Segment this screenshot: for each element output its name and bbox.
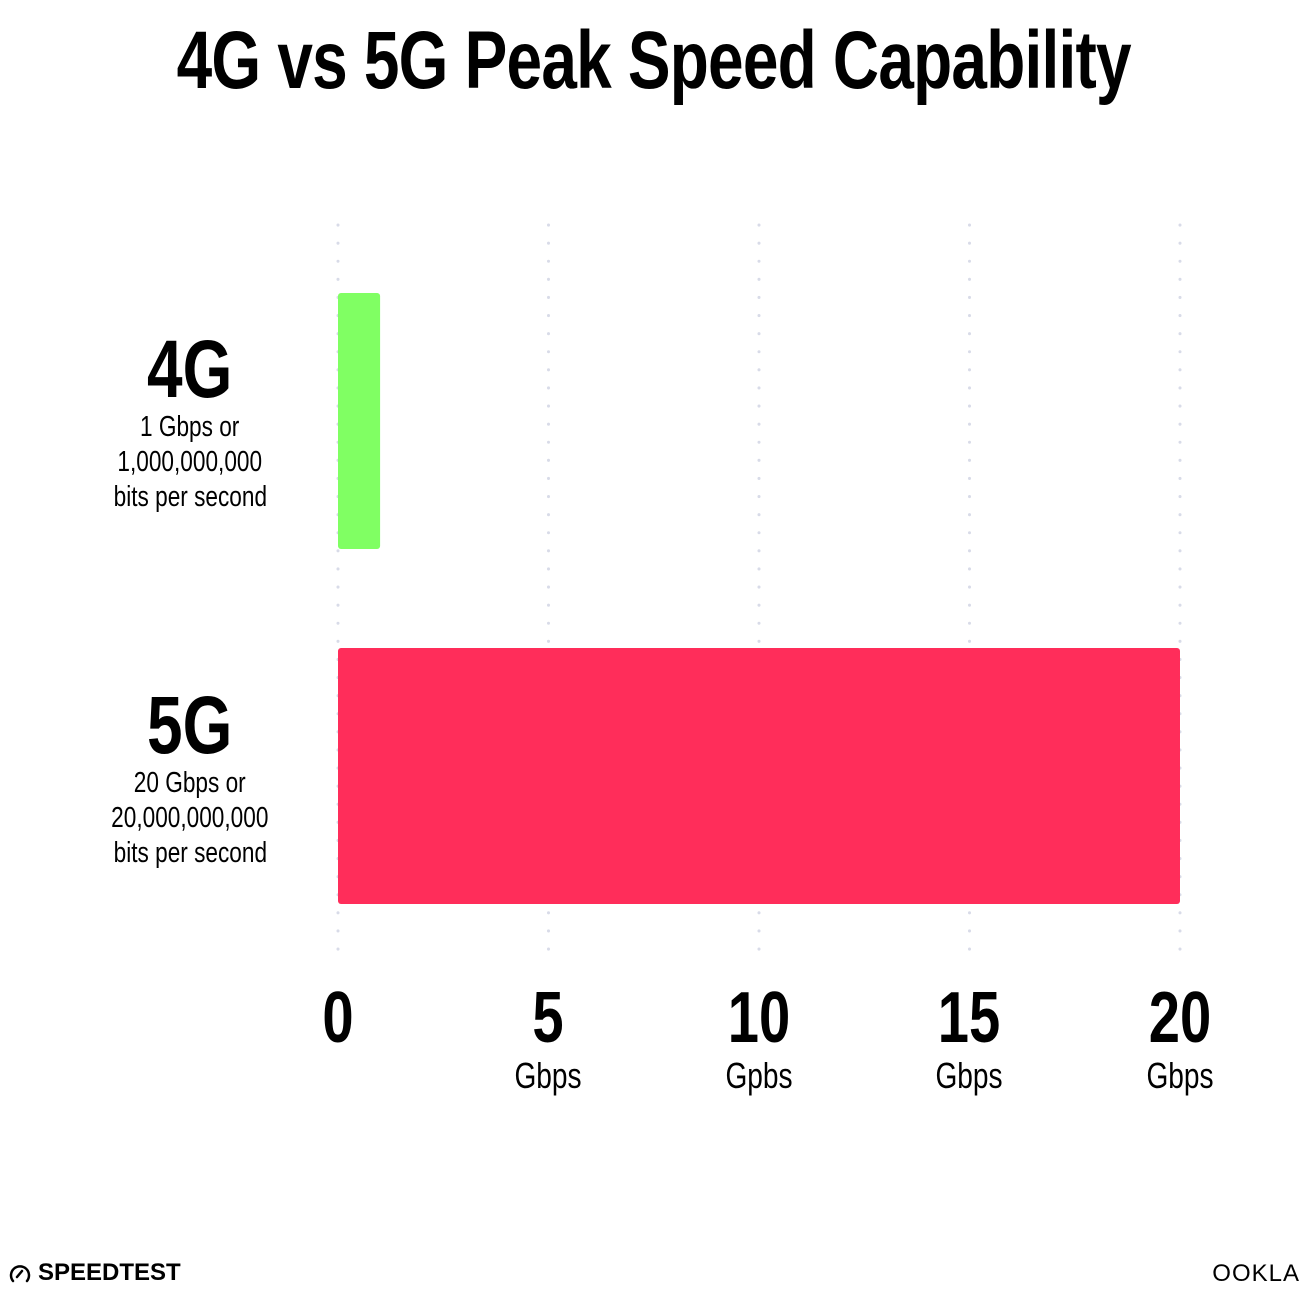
- speedtest-logo: SPEEDTEST: [8, 1259, 181, 1287]
- ookla-wordmark: OOKLA: [1212, 1260, 1300, 1287]
- x-tick-label: 15: [938, 978, 1001, 1058]
- gauge-icon: [9, 1265, 31, 1283]
- x-tick: 5 Gbps: [469, 978, 629, 1094]
- x-tick: 15 Gbps: [890, 978, 1050, 1094]
- category-name: 5G: [147, 680, 233, 771]
- x-tick-label: 5: [532, 978, 565, 1058]
- speedtest-wordmark: SPEEDTEST: [38, 1259, 181, 1286]
- category-name: 4G: [147, 324, 233, 415]
- category-desc: 1 Gbps or: [140, 411, 240, 443]
- category-desc: 20 Gbps or: [134, 767, 246, 799]
- ookla-logo: OOKLA: [1212, 1260, 1300, 1288]
- category-label-4g: 4G 1 Gbps or 1,000,000,000 bits per seco…: [40, 324, 340, 515]
- category-desc: bits per second: [113, 837, 267, 869]
- x-tick: 10 Gpbs: [679, 978, 839, 1094]
- bar-4g: [338, 293, 381, 549]
- category-desc: 1,000,000,000: [117, 446, 263, 478]
- chart-title-text: 4G vs 5G Peak Speed Capability: [176, 15, 1132, 106]
- x-tick: 20 Gbps: [1100, 978, 1260, 1094]
- chart-title: 4G vs 5G Peak Speed Capability: [0, 14, 1308, 108]
- category-label-5g: 5G 20 Gbps or 20,000,000,000 bits per se…: [40, 680, 340, 871]
- bar-5g: [338, 648, 1180, 904]
- x-tick-label: 0: [322, 978, 354, 1058]
- x-tick-label: 20: [1148, 978, 1212, 1058]
- category-desc: bits per second: [113, 481, 267, 513]
- x-tick-unit: Gpbs: [725, 1055, 793, 1096]
- category-desc: 20,000,000,000: [111, 802, 269, 834]
- x-tick: 0: [258, 978, 418, 1094]
- x-tick-unit: Gbps: [935, 1055, 1004, 1096]
- x-tick-unit: Gbps: [1146, 1055, 1214, 1096]
- x-tick-label: 10: [727, 978, 791, 1058]
- x-tick-unit: Gbps: [514, 1055, 583, 1096]
